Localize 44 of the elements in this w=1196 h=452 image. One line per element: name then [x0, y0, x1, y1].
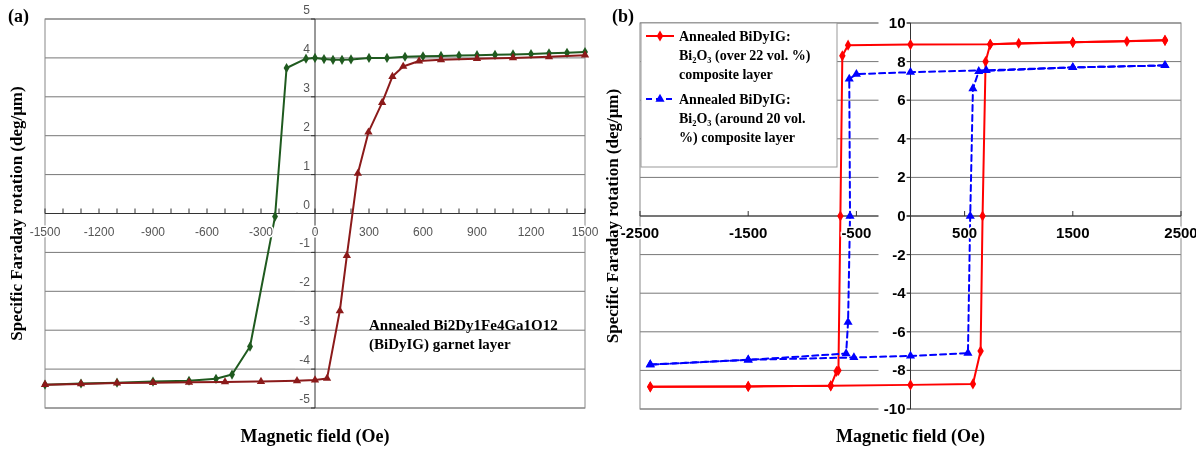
y-tick-label: 1: [303, 158, 311, 173]
x-tick-label: 1200: [517, 224, 545, 239]
y-tick-label: -8: [892, 361, 906, 379]
chart-title: (b): [612, 6, 634, 27]
x-tick-label: 1500: [1056, 224, 1090, 241]
y-tick-label: -2: [892, 245, 906, 263]
y-tick-label: -5: [299, 392, 311, 406]
x-tick-label: 900: [466, 224, 488, 239]
x-tick-label: -1500: [729, 224, 768, 241]
y-tick-label: 0: [897, 207, 906, 224]
x-tick-label: -1500: [29, 224, 61, 239]
x-tick-label: -600: [194, 224, 220, 239]
y-tick-label: 6: [897, 91, 906, 109]
chart-title: (a): [8, 6, 29, 27]
y-tick-label: -3: [299, 314, 311, 329]
y-tick-label: 8: [897, 52, 906, 70]
y-tick-label: 4: [303, 41, 311, 56]
legend-label: Annealed BiDyIG: Bi₂O₃ (over 22 vol. %) composite layer: [679, 29, 811, 82]
x-tick-label: -900: [140, 224, 166, 239]
y-axis-title: Specific Faraday rotation (deg/μm): [7, 86, 26, 341]
x-tick-label: 500: [952, 224, 978, 241]
x-tick-label: 1500: [571, 224, 599, 239]
y-tick-label: 2: [303, 119, 311, 134]
x-tick-label: 600: [412, 224, 434, 239]
y-tick-label: 10: [888, 14, 906, 31]
y-tick-label: -10: [883, 400, 906, 417]
y-tick-label: -4: [299, 353, 311, 368]
y-tick-label: 4: [897, 129, 907, 147]
legend-label: Annealed BiDyIG: Bi₂O₃ (around 20 vol. %) composite layer: [679, 92, 806, 146]
y-tick-label: -1: [299, 236, 311, 251]
y-axis-title: Specific Faraday rotation (deg/μm): [603, 88, 622, 344]
y-tick-label: 2: [897, 168, 906, 186]
annotation: Annealed Bi2Dy1Fe4Ga1O12 (BiDyIG) garnet layer: [369, 317, 558, 354]
y-tick-label: 5: [303, 3, 311, 17]
x-tick-label: -500: [841, 224, 872, 241]
y-tick-label: -4: [892, 284, 907, 302]
y-tick-label: -2: [299, 275, 311, 290]
x-tick-label: 300: [358, 224, 380, 239]
x-tick-label: -1200: [83, 224, 115, 239]
y-tick-label: 0: [303, 197, 311, 212]
x-axis-title: Magnetic field (Oe): [240, 426, 390, 447]
x-axis-title: Magnetic field (Oe): [836, 426, 985, 447]
y-tick-label: 3: [303, 80, 311, 95]
y-tick-label: -6: [892, 322, 906, 340]
